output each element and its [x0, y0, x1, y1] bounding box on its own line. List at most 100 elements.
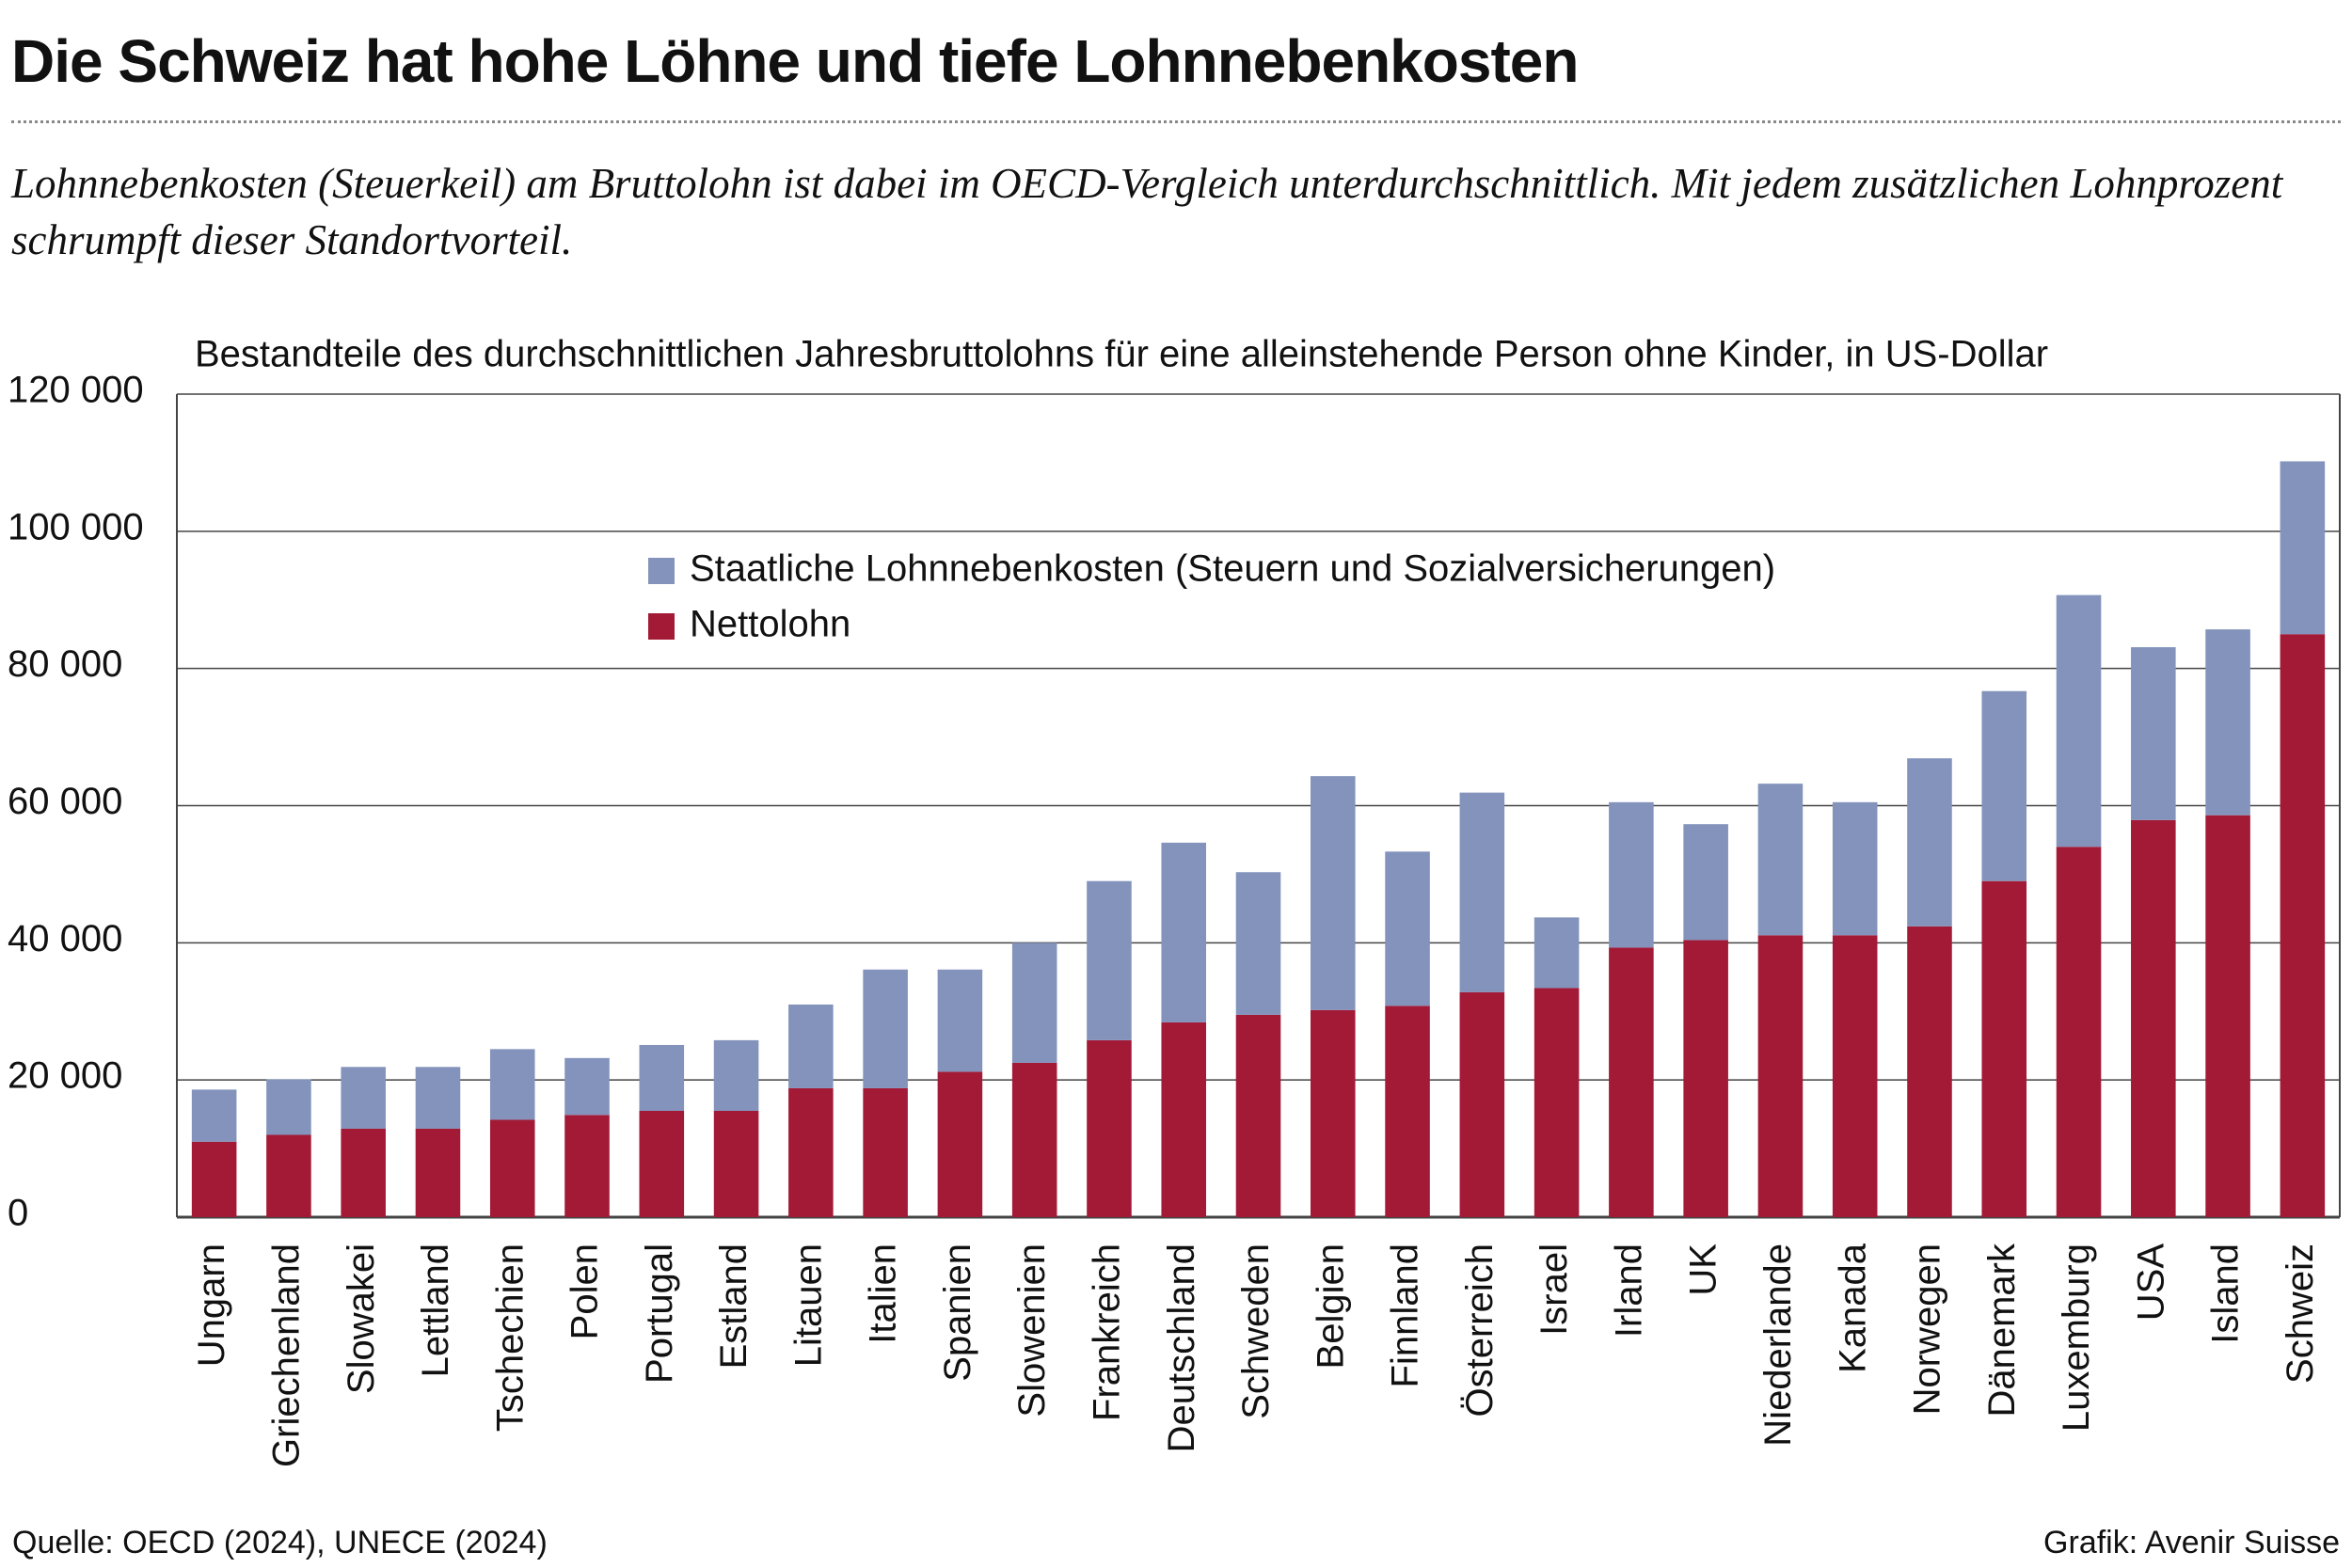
x-tick-label: Kanada [1832, 1243, 1873, 1373]
bar-segment [1087, 1039, 1132, 1217]
bar-segment [489, 1119, 535, 1217]
bar-segment [1161, 842, 1207, 1022]
bar-segment [1757, 935, 1804, 1217]
bar-segment [1385, 1006, 1430, 1217]
x-tick-label: Dänemark [1981, 1243, 2023, 1418]
bar-segment [788, 1004, 834, 1088]
bar-segment [1534, 988, 1580, 1217]
x-tick-label: Frankreich [1087, 1243, 1128, 1421]
x-tick-label: Norwegen [1907, 1243, 1948, 1415]
x-tick-label: Italien [863, 1243, 904, 1344]
bar-segment [2056, 847, 2102, 1217]
bar-segment [1235, 872, 1281, 1015]
bar-segment [1534, 917, 1580, 989]
bar-segment [713, 1039, 759, 1111]
bar-segment [1310, 1009, 1356, 1217]
bar-segment [1981, 880, 2027, 1217]
y-tick-label: 80 000 [8, 643, 122, 685]
bar-segment [639, 1044, 685, 1111]
bar-segment [713, 1110, 759, 1217]
bar-segment [1757, 784, 1804, 936]
x-tick-label: Schweiz [2280, 1243, 2321, 1384]
bar-segment [415, 1128, 461, 1217]
bar-segment [191, 1089, 237, 1142]
bar-segment [937, 969, 983, 1072]
bar-segment [1832, 801, 1878, 936]
x-tick-label: Finnland [1385, 1243, 1426, 1387]
x-tick-label: Griechenland [265, 1243, 307, 1467]
x-tick-label: Deutschland [1161, 1243, 1202, 1452]
y-tick-label: 20 000 [8, 1055, 122, 1097]
legend-swatch [648, 558, 675, 584]
x-tick-label: Österreich [1459, 1243, 1501, 1418]
bar-segment [1161, 1022, 1207, 1217]
x-tick-label: Ungarn [191, 1243, 232, 1367]
bar-segment [1011, 942, 1057, 1063]
bar-segment [1981, 690, 2027, 881]
legend-label: Nettolohn [690, 604, 850, 645]
bar-segment [937, 1071, 983, 1217]
y-tick-label: 100 000 [8, 506, 144, 547]
x-tick-label: Estland [713, 1243, 755, 1369]
bar-segment [266, 1079, 311, 1135]
bar-segment [564, 1115, 610, 1217]
bar-segment [1385, 851, 1430, 1006]
bar-segment [1609, 801, 1654, 948]
bar-segment [1683, 940, 1728, 1217]
bar-segment [1087, 880, 1132, 1040]
x-tick-label: Israel [1534, 1243, 1575, 1336]
x-tick-label: Lettland [415, 1243, 456, 1377]
x-tick-label: Polen [564, 1243, 606, 1339]
bar-segment [1907, 926, 1952, 1217]
bar-segment [266, 1134, 311, 1217]
bar-segment [489, 1049, 535, 1120]
y-tick-label: 40 000 [8, 918, 122, 959]
bar-segment [2280, 461, 2326, 635]
bar-segment [341, 1128, 386, 1217]
bar-segment [564, 1057, 610, 1116]
x-tick-label: Irland [1608, 1243, 1649, 1338]
bar-segment [2280, 634, 2326, 1217]
credit: Grafik: Avenir Suisse [2043, 1525, 2340, 1560]
bar-segment [1459, 792, 1505, 992]
bar-segment [1310, 776, 1356, 1010]
x-tick-label: Niederlande [1757, 1243, 1799, 1447]
bar-segment [788, 1087, 834, 1217]
separator [11, 120, 2341, 123]
bar-segment [1459, 991, 1505, 1217]
x-tick-label: Slowenien [1011, 1243, 1053, 1418]
bar-segment [2205, 629, 2250, 816]
bar-segment [191, 1141, 237, 1217]
legend-swatch [648, 613, 675, 640]
bar-segment [639, 1110, 685, 1217]
bar-segment [1011, 1062, 1057, 1217]
y-axis-label: Bestandteile des durchschnittlichen Jahr… [195, 334, 2048, 375]
bar-segment [1907, 758, 1952, 927]
bar-segment [341, 1067, 386, 1129]
bar-segment [863, 969, 908, 1088]
x-tick-label: Schweden [1235, 1243, 1277, 1419]
x-tick-label: UK [1683, 1243, 1724, 1296]
bar-segment [2056, 594, 2102, 847]
chart-title: Die Schweiz hat hohe Löhne und tiefe Loh… [11, 27, 1579, 95]
x-tick-label: Belgien [1310, 1243, 1351, 1369]
x-tick-label: Tschechien [489, 1243, 531, 1432]
y-tick-label: 0 [8, 1193, 28, 1234]
y-tick-label: 60 000 [8, 781, 122, 822]
bar-segment [1832, 935, 1878, 1217]
bar-segment [415, 1067, 461, 1129]
y-tick-label: 120 000 [8, 370, 144, 411]
x-tick-label: Portugal [639, 1243, 680, 1384]
chart-subtitle: Lohnnebenkosten (Steuerkeil) am Bruttolo… [11, 160, 2283, 263]
bar-segment [2205, 815, 2250, 1217]
x-tick-label: USA [2130, 1243, 2171, 1322]
bar-segment [1683, 824, 1728, 941]
bar-segment [1609, 947, 1654, 1217]
bar-segment [2131, 647, 2176, 820]
x-tick-label: Island [2205, 1243, 2247, 1344]
bar-segment [2131, 819, 2176, 1217]
x-tick-label: Spanien [937, 1243, 978, 1382]
bar-segment [1235, 1014, 1281, 1217]
